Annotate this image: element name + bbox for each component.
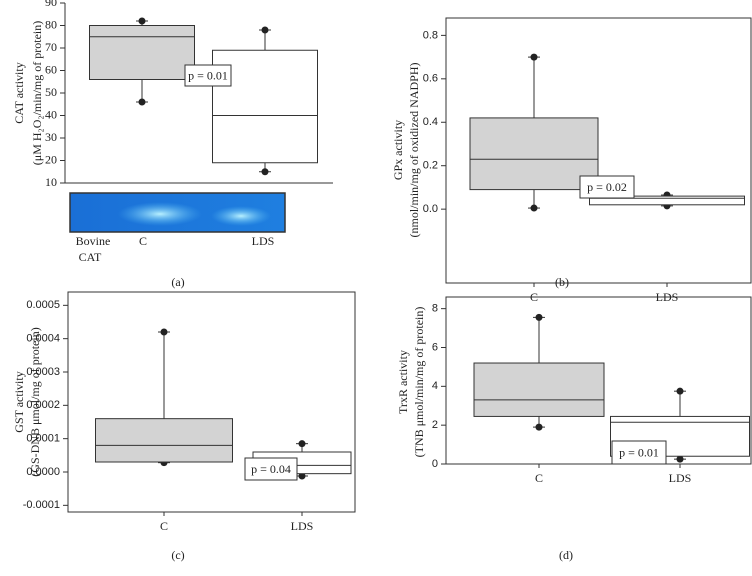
outlier-dot (530, 53, 538, 61)
y-tick-label: 20 (45, 152, 57, 166)
y-tick-label: 0.0002 (26, 399, 60, 411)
annotation: p = 0.02 (587, 180, 627, 194)
y-tick-label: 2 (432, 419, 438, 431)
panel-label: (a) (171, 275, 184, 289)
plot-frame (445, 296, 752, 465)
gel-band (211, 206, 271, 226)
y-tick-label: 80 (45, 17, 57, 31)
y-tick-label: 4 (432, 380, 438, 392)
y-tick-label: 0.0005 (26, 299, 60, 311)
y-tick-label: 0 (432, 458, 438, 470)
annotation-box (184, 64, 232, 87)
box (473, 362, 605, 417)
y-tick-label: 50 (45, 85, 57, 99)
annotation: p = 0.04 (251, 462, 291, 476)
panel-label: (c) (171, 548, 184, 562)
y-axis-label: GPx activity (391, 120, 405, 180)
y-tick-label: 0.0004 (26, 333, 60, 345)
outlier-dot (530, 204, 538, 212)
y-tick-label: 70 (45, 40, 57, 54)
gel-label: CAT (79, 250, 102, 264)
plot-frame (445, 17, 752, 284)
annotation-box (611, 440, 667, 465)
outlier-dot (535, 423, 543, 431)
outlier-dot (298, 440, 306, 448)
y-tick-label: 6 (432, 341, 438, 353)
y-tick-label: 0.6 (423, 73, 438, 85)
outlier-dot (261, 168, 269, 176)
gel-band (118, 202, 202, 226)
outlier-dot (676, 387, 684, 395)
y-tick-label: 60 (45, 62, 57, 76)
y-axis-label: (nmol/min/mg of oxidized NADPH) (407, 63, 421, 238)
y-axis-label: TrxR activity (396, 350, 410, 414)
panel-label: (d) (559, 548, 573, 562)
y-tick-label: 10 (45, 175, 57, 189)
x-tick-label: C (535, 471, 543, 485)
annotation-box (244, 457, 298, 481)
y-axis-label: CAT activity (12, 62, 26, 123)
y-tick-label: 0.2 (423, 160, 438, 172)
y-axis-label: (TNB μmol/min/mg of protein) (412, 307, 426, 458)
y-tick-label: 0.8 (423, 29, 438, 41)
outlier-dot (138, 17, 146, 25)
box (212, 49, 318, 164)
y-axis-label: GST activity (12, 371, 26, 432)
gel-label: LDS (252, 234, 275, 248)
outlier-dot (261, 26, 269, 34)
gel-label: C (139, 234, 147, 248)
y-tick-label: 0.4 (423, 116, 438, 128)
annotation: p = 0.01 (188, 68, 228, 82)
panel-label: (b) (555, 275, 569, 289)
gel-label: Bovine (76, 234, 111, 248)
y-tick-label: 0.0000 (26, 466, 60, 478)
y-tick-label: 8 (432, 303, 438, 315)
y-axis-label: (μM H₂O₂/min/mg of protein) (30, 21, 44, 165)
box (589, 195, 745, 206)
box (469, 117, 599, 191)
x-tick-label: LDS (291, 519, 314, 533)
y-tick-label: 0.0 (423, 203, 438, 215)
plot-frame (67, 291, 356, 513)
outlier-dot (138, 98, 146, 106)
y-tick-label: 0.0003 (26, 366, 60, 378)
y-tick-label: 30 (45, 130, 57, 144)
y-tick-label: -0.0001 (23, 499, 60, 511)
box (95, 418, 233, 463)
annotation: p = 0.01 (619, 445, 659, 459)
annotation-box (579, 175, 635, 199)
outlier-dot (676, 455, 684, 463)
y-tick-label: 0.0001 (26, 433, 60, 445)
outlier-dot (535, 313, 543, 321)
y-axis-label: (GS-DNB μmol/mg of protein) (28, 327, 42, 476)
box (89, 25, 195, 80)
y-tick-label: 40 (45, 107, 57, 121)
y-tick-label: 90 (45, 0, 57, 9)
x-tick-label: C (160, 519, 168, 533)
x-tick-label: LDS (669, 471, 692, 485)
outlier-dot (160, 328, 168, 336)
outlier-dot (298, 472, 306, 480)
